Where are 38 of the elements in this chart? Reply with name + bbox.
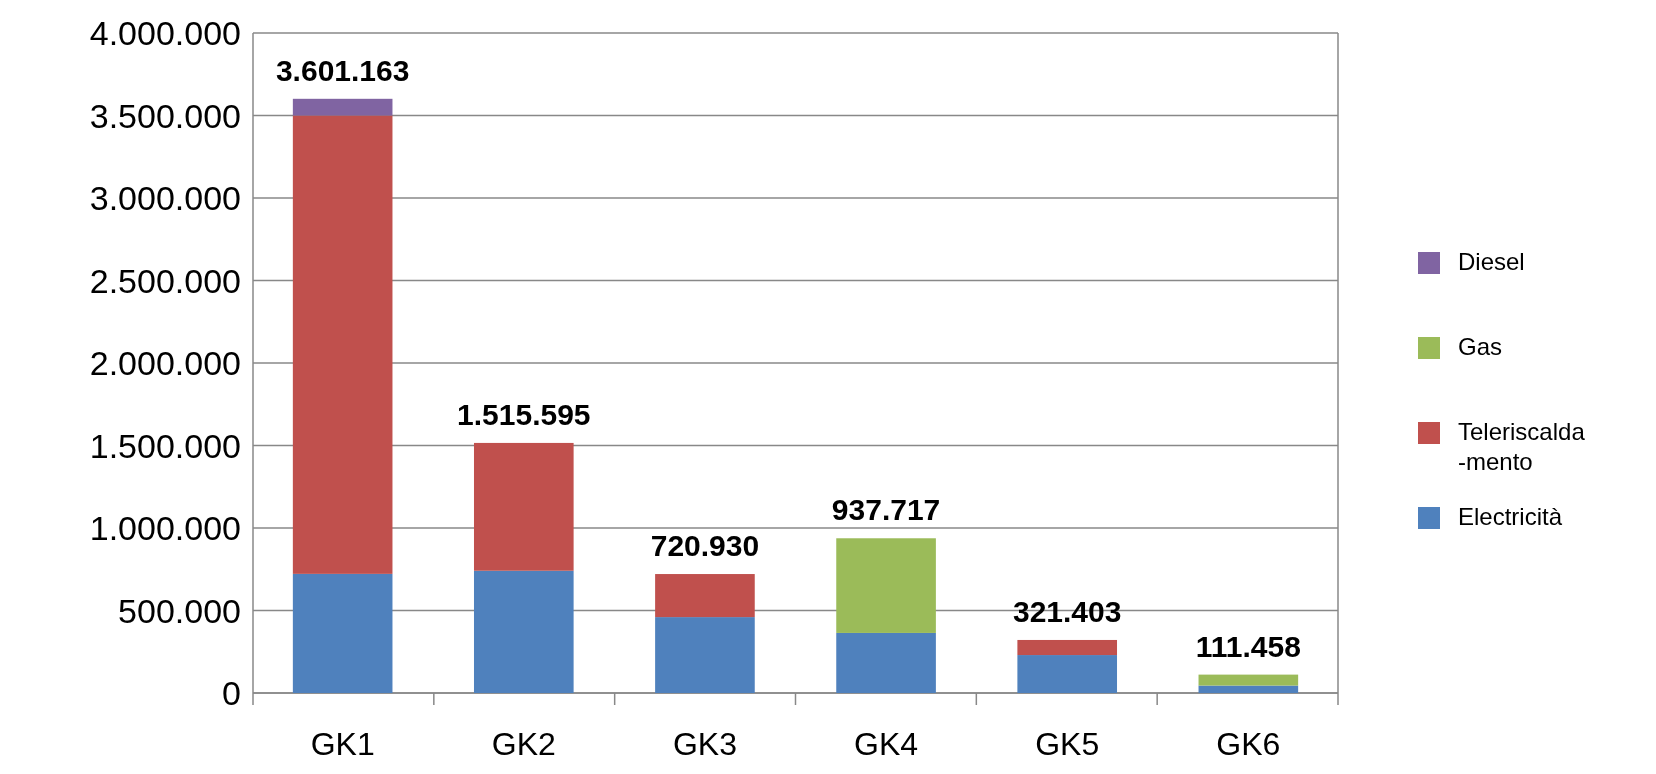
- x-tick-label: GK2: [491, 726, 556, 762]
- bar: [473, 570, 574, 693]
- x-tick-label: GK4: [854, 726, 919, 762]
- total-label: 3.601.163: [275, 53, 410, 87]
- y-tick-label: 3.000.000: [89, 179, 241, 217]
- total-label: 1.515.595: [457, 397, 591, 431]
- bar: [473, 442, 574, 571]
- bar: [1198, 674, 1299, 686]
- y-tick-label: 500.000: [118, 591, 241, 630]
- bar: [836, 538, 936, 633]
- bar: [292, 573, 393, 693]
- bar: [292, 115, 393, 574]
- bar: [292, 98, 393, 116]
- y-tick-label: 1.000.000: [89, 509, 241, 547]
- y-tick-label: 2.000.000: [89, 344, 241, 382]
- y-tick-label: 4.000.000: [89, 14, 241, 52]
- y-tick-label: 3.500.000: [89, 96, 241, 135]
- bar: [1017, 639, 1118, 656]
- legend-label: Electricità: [1458, 503, 1563, 530]
- total-label: 937.717: [831, 493, 941, 527]
- x-tick-label: GK5: [1035, 726, 1100, 762]
- total-label: 321.403: [1012, 594, 1122, 628]
- legend-label: Teleriscalda-mento: [1458, 418, 1586, 475]
- total-label: 111.458: [1195, 629, 1301, 663]
- x-tick-label: GK6: [1216, 726, 1281, 762]
- bar: [655, 574, 755, 618]
- bar: [655, 617, 755, 693]
- bar: [836, 632, 936, 693]
- y-tick-label: 0: [222, 674, 241, 712]
- y-tick-label: 2.500.000: [89, 261, 241, 300]
- legend-label: Diesel: [1458, 248, 1525, 275]
- bar: [1198, 685, 1299, 693]
- total-label: 720.930: [650, 529, 760, 563]
- y-tick-label: 1.500.000: [89, 426, 241, 465]
- bar: [1017, 655, 1118, 693]
- legend-label: Gas: [1458, 333, 1503, 360]
- x-tick-label: GK1: [310, 726, 375, 762]
- x-tick-label: GK3: [672, 726, 737, 762]
